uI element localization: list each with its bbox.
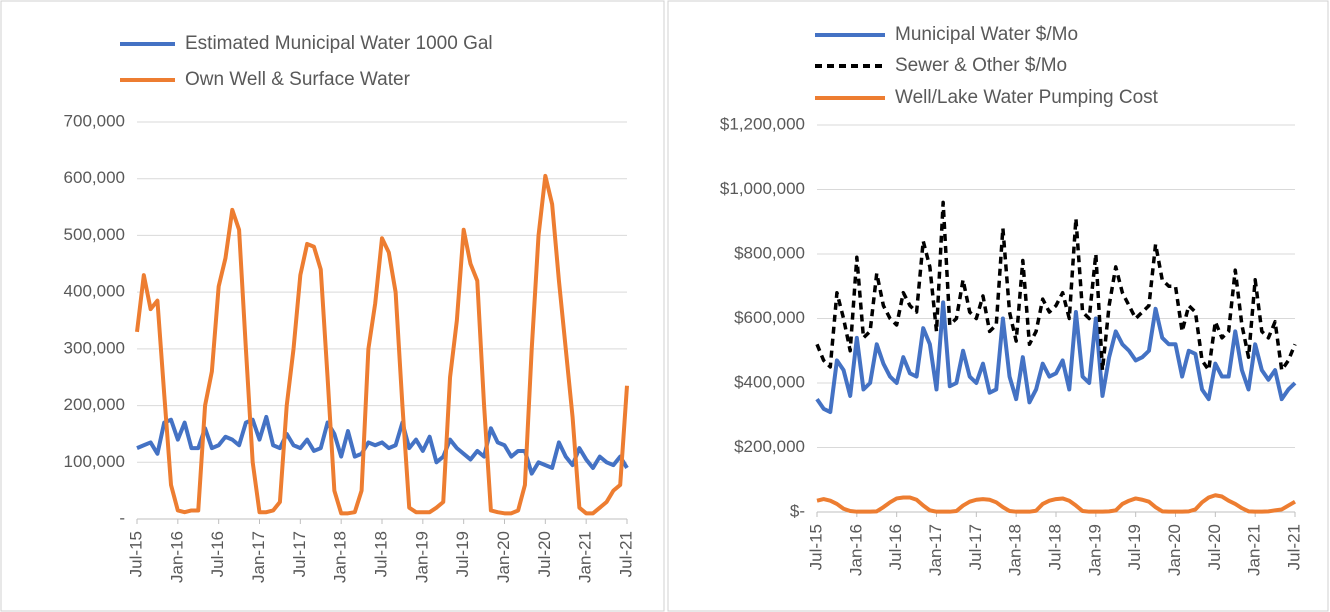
legend-label: Municipal Water $/Mo <box>895 24 1078 45</box>
series-line <box>815 200 1297 372</box>
y-tick-label: $1,000,000 <box>720 179 805 198</box>
x-tick-label: Jul-16 <box>886 524 905 570</box>
series-line <box>136 414 629 476</box>
legend-label: Well/Lake Water Pumping Cost <box>895 87 1159 108</box>
y-tick-label: $600,000 <box>734 308 805 327</box>
x-tick-label: Jul-16 <box>208 531 227 577</box>
panel-border <box>667 0 1329 612</box>
y-tick-label: 600,000 <box>64 168 125 187</box>
series-line <box>135 173 629 516</box>
x-tick-label: Jan-18 <box>331 531 350 583</box>
series-line <box>815 300 1297 415</box>
x-tick-label: Jul-20 <box>535 531 554 577</box>
legend-label: Own Well & Surface Water <box>185 69 411 90</box>
x-tick-label: Jan-21 <box>576 531 595 583</box>
x-tick-label: Jan-17 <box>926 524 945 576</box>
x-tick-label: Jan-18 <box>1006 524 1025 576</box>
y-tick-label: - <box>119 508 125 527</box>
panel-border <box>0 0 665 612</box>
x-tick-label: Jul-19 <box>453 531 472 577</box>
x-tick-label: Jul-20 <box>1205 524 1224 570</box>
x-tick-label: Jul-21 <box>1284 524 1303 570</box>
x-tick-label: Jan-19 <box>412 531 431 583</box>
x-tick-label: Jan-21 <box>1245 524 1264 576</box>
x-tick-label: Jul-19 <box>1125 524 1144 570</box>
x-tick-label: Jul-21 <box>616 531 635 577</box>
y-tick-label: $400,000 <box>734 372 805 391</box>
x-tick-label: Jan-17 <box>249 531 268 583</box>
y-tick-label: $- <box>790 501 805 520</box>
series-line <box>816 493 1297 514</box>
y-tick-label: 300,000 <box>64 338 125 357</box>
y-tick-label: 200,000 <box>64 395 125 414</box>
x-tick-label: Jul-18 <box>371 531 390 577</box>
x-tick-label: Jan-19 <box>1085 524 1104 576</box>
x-tick-label: Jul-15 <box>806 524 825 570</box>
y-tick-label: $1,200,000 <box>720 114 805 133</box>
y-tick-label: 400,000 <box>64 282 125 301</box>
x-tick-label: Jan-16 <box>167 531 186 583</box>
x-tick-label: Jul-17 <box>290 531 309 577</box>
x-tick-label: Jul-15 <box>126 531 145 577</box>
y-tick-label: 700,000 <box>64 111 125 130</box>
x-tick-label: Jan-16 <box>846 524 865 576</box>
x-tick-label: Jan-20 <box>1165 524 1184 576</box>
y-tick-label: 500,000 <box>64 225 125 244</box>
legend-label: Sewer & Other $/Mo <box>895 55 1067 76</box>
y-tick-label: $200,000 <box>734 437 805 456</box>
x-tick-label: Jul-18 <box>1045 524 1064 570</box>
legend-label: Estimated Municipal Water 1000 Gal <box>185 33 493 54</box>
y-tick-label: 100,000 <box>64 452 125 471</box>
x-tick-label: Jan-20 <box>494 531 513 583</box>
x-tick-label: Jul-17 <box>966 524 985 570</box>
y-tick-label: $800,000 <box>734 243 805 262</box>
